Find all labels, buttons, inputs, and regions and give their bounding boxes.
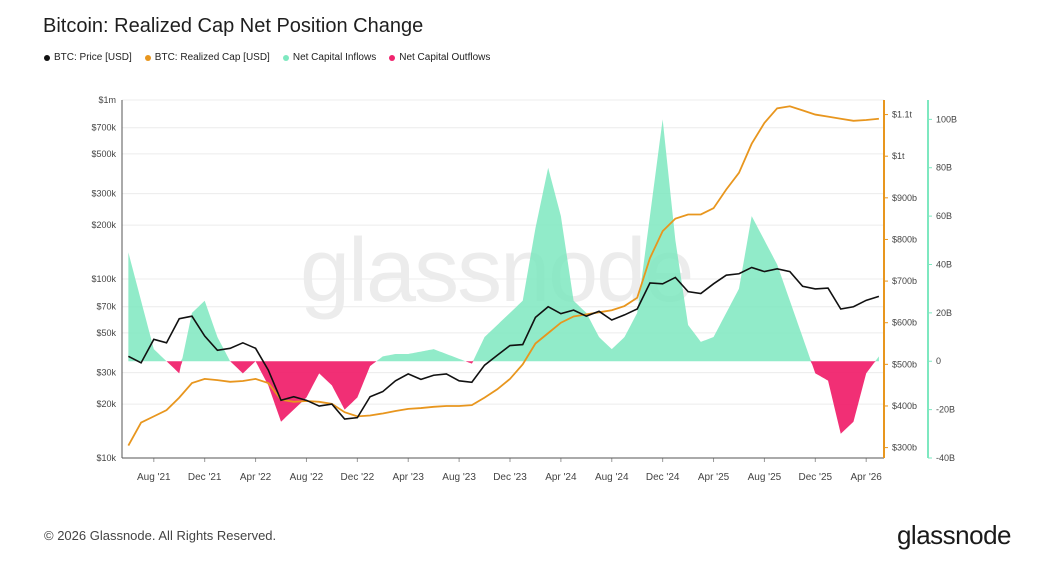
legend-item-outflows[interactable]: Net Capital Outflows — [389, 52, 490, 63]
x-tick-label: Apr '23 — [393, 472, 425, 483]
y-left-tick-label: $300k — [91, 189, 116, 199]
realized-cap-line — [127, 105, 879, 446]
y-right-rc-tick-label: $400b — [892, 401, 917, 411]
y-right-rc-tick-label: $1.1t — [892, 110, 913, 120]
legend-label-price: BTC: Price [USD] — [54, 52, 132, 63]
chart-title: Bitcoin: Realized Cap Net Position Chang… — [43, 15, 424, 37]
brand-logo: glassnode — [896, 520, 1012, 550]
net-capital-outflows-area — [128, 361, 879, 434]
x-tick-label: Apr '26 — [851, 472, 883, 483]
y-right-rc-tick-label: $500b — [892, 359, 917, 369]
x-tick-label: Aug '25 — [748, 472, 782, 483]
y-left-tick-label: $200k — [91, 220, 116, 230]
y-left-tick-label: $500k — [91, 149, 116, 159]
net-capital-inflows-area — [128, 119, 879, 362]
x-tick-label: Dec '21 — [188, 472, 222, 483]
x-tick-label: Aug '21 — [137, 472, 171, 483]
x-tick-label: Aug '22 — [290, 472, 324, 483]
x-tick-label: Dec '25 — [799, 472, 833, 483]
y-right-nc-tick-label: 60B — [936, 211, 952, 221]
y-left-tick-label: $100k — [91, 274, 116, 284]
legend: BTC: Price [USD] BTC: Realized Cap [USD]… — [44, 52, 503, 63]
legend-item-price[interactable]: BTC: Price [USD] — [44, 52, 132, 63]
y-left-tick-label: $20k — [96, 399, 116, 409]
x-tick-label: Dec '23 — [493, 472, 527, 483]
x-tick-label: Apr '25 — [698, 472, 730, 483]
y-right-rc-tick-label: $800b — [892, 234, 917, 244]
x-tick-label: Aug '23 — [442, 472, 476, 483]
legend-dot-outflows — [389, 54, 396, 61]
y-right-rc-tick-label: $700b — [892, 276, 917, 286]
y-left-tick-label: $10k — [96, 453, 116, 463]
y-right-nc-tick-label: 100B — [936, 114, 957, 124]
y-left-tick-label: $30k — [96, 368, 116, 378]
y-right-rc-tick-label: $900b — [892, 193, 917, 203]
legend-dot-price — [44, 54, 50, 61]
x-tick-label: Apr '24 — [545, 472, 577, 483]
legend-dot-realized-cap — [144, 54, 151, 61]
legend-label-realized-cap: BTC: Realized Cap [USD] — [154, 52, 270, 63]
btc-price-line — [127, 266, 880, 420]
y-left-tick-label: $700k — [91, 123, 116, 133]
y-left-tick-label: $50k — [96, 328, 116, 338]
y-right-nc-tick-label: -20B — [936, 405, 955, 415]
y-right-nc-tick-label: 0 — [936, 356, 941, 366]
legend-label-outflows: Net Capital Outflows — [399, 52, 491, 63]
x-tick-label: Dec '24 — [646, 472, 680, 483]
x-tick-label: Apr '22 — [240, 472, 272, 483]
legend-item-realized-cap[interactable]: BTC: Realized Cap [USD] — [144, 52, 270, 63]
y-right-nc-tick-label: 20B — [936, 308, 952, 318]
y-right-rc-tick-label: $600b — [892, 318, 917, 328]
legend-item-inflows[interactable]: Net Capital Inflows — [282, 52, 377, 63]
y-right-nc-tick-label: 40B — [936, 259, 952, 269]
y-right-rc-tick-label: $1t — [892, 151, 905, 161]
y-right-nc-tick-label: 80B — [936, 163, 952, 173]
y-left-tick-label: $70k — [96, 302, 116, 312]
x-tick-label: Dec '22 — [341, 472, 375, 483]
copyright-footer: © 2026 Glassnode. All Rights Reserved. — [44, 528, 277, 543]
y-right-nc-tick-label: -40B — [936, 453, 955, 463]
y-left-tick-label: $1m — [98, 95, 116, 105]
legend-label-inflows: Net Capital Inflows — [292, 52, 377, 63]
legend-dot-inflows — [282, 54, 289, 61]
y-right-rc-tick-label: $300b — [892, 443, 917, 453]
x-tick-label: Aug '24 — [595, 472, 629, 483]
